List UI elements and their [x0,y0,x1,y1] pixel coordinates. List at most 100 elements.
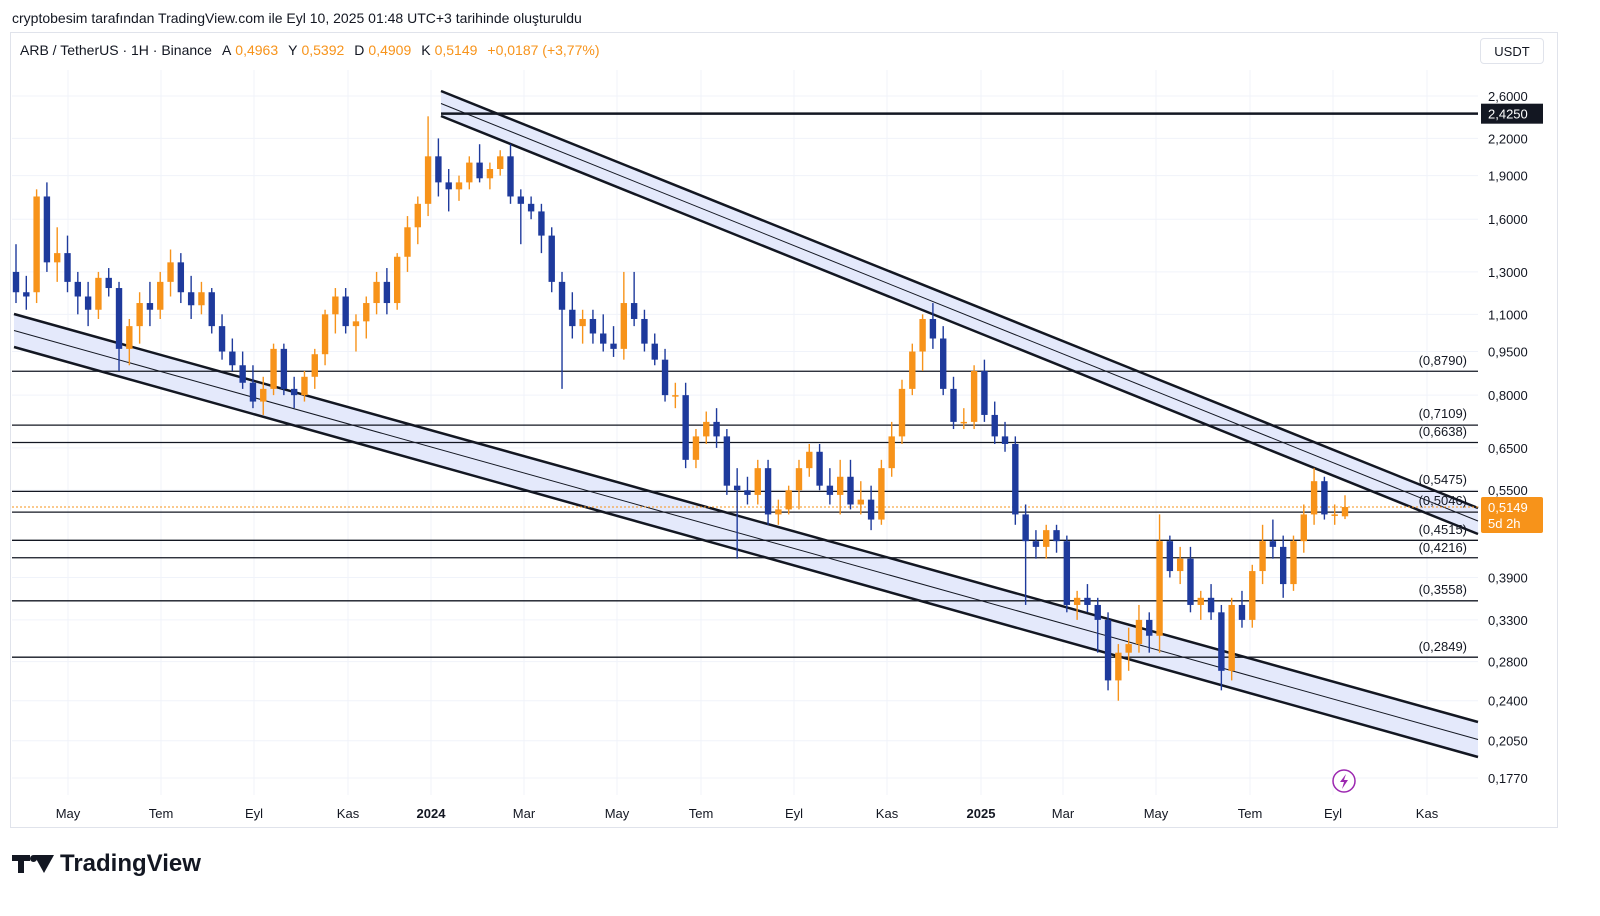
candle-body [352,321,360,327]
candle-body [713,421,720,437]
candle-body [950,388,957,422]
level-label: (0,4515) [1419,522,1467,537]
price-tick-label: 0,1770 [1488,771,1528,786]
candle-body [373,281,380,304]
support-channel-mid [13,330,1479,740]
symbol-name[interactable]: ARB / TetherUS · 1H · Binance [20,42,212,58]
candle-body [1269,541,1277,547]
candle-body [641,318,648,344]
candle-body [1290,541,1297,585]
time-tick-label: Kas [337,806,360,821]
candle-body [290,388,298,396]
candle-body [527,203,535,212]
candle-body [424,156,432,204]
candle-body [733,485,741,491]
candle-body [393,256,401,304]
close-value: 0,5149 [434,42,478,58]
candle-body [517,196,525,204]
candle-body [136,303,143,327]
support-channel-lower [13,345,1479,759]
tradingview-logo[interactable]: TradingView [12,850,201,878]
price-tick-label: 0,9500 [1488,345,1528,360]
time-tick-label: May [1144,806,1169,821]
attribution-text: cryptobesim tarafından TradingView.com i… [12,10,582,26]
candle-body [1073,597,1081,605]
candle-body [363,303,370,322]
level-label: (0,8790) [1419,353,1467,368]
candle-body [1300,514,1307,542]
candle-body [1341,506,1349,517]
candle-body [476,162,483,179]
candle-body [1053,530,1060,542]
candle-body [404,227,411,257]
candle-body [1176,558,1184,572]
candle-body [538,211,545,236]
candle-body [54,253,61,263]
candle-body [888,436,895,469]
candle-body [1063,541,1071,605]
candle-body [1043,530,1050,547]
candle-body [95,277,102,310]
candle-body [187,292,195,306]
candle-body [12,271,20,293]
candle-body [1259,541,1266,572]
candle-body [558,281,566,310]
candle-body [620,303,628,349]
time-axis: May Tem Eyl Kas 2024 Mar May Tem Eyl Kas 2025 Mar Ma… [56,806,1439,821]
time-tick-label: Mar [1052,806,1075,821]
candle-body [84,296,92,310]
candle-body [1218,612,1225,671]
candle-body [630,303,638,319]
candle-body [229,351,236,366]
candle-body [1146,619,1153,636]
candle-body [1135,619,1143,645]
candle-body [435,156,442,183]
candle-body [919,318,926,352]
candle-body [775,509,782,515]
open-label: A [221,42,232,58]
candle-body [970,370,978,422]
candle-body [270,348,277,389]
candle-body [651,343,658,360]
candle-body [764,468,772,515]
time-tick-label: May [56,806,81,821]
candle-body [909,351,916,389]
candle-body [64,253,71,282]
candle-body [878,468,885,520]
candle-body [414,203,421,228]
resistance-channel-mid [440,103,1479,522]
candle-body [1115,652,1122,681]
candle-body [332,296,339,315]
low-value: 0,4909 [368,42,412,58]
candlestick-series [12,116,1349,701]
high-value: 0,5392 [301,42,345,58]
candle-body [723,436,731,486]
candle-body [610,343,617,349]
candle-body [115,288,123,349]
price-tick-label: 2,6000 [1488,89,1528,104]
price-tick-label: 1,1000 [1488,307,1528,322]
price-tick-label: 1,6000 [1488,212,1528,227]
candle-body [1207,597,1215,613]
candle-body [1249,571,1256,620]
chart-frame[interactable] [10,32,1558,828]
candle-body [383,281,391,304]
candle-body [1012,443,1019,515]
time-tick-label: Mar [513,806,536,821]
candle-body [1156,541,1163,636]
close-label: K [421,42,431,58]
candle-body [981,370,988,415]
candle-body [692,436,700,460]
candle-body [816,451,823,486]
candle-body [682,395,689,460]
candle-body [548,235,555,282]
time-tick-label: Kas [876,806,899,821]
candle-body [960,421,968,424]
candle-body [105,277,112,289]
currency-button[interactable]: USDT [1480,38,1544,64]
candle-body [198,292,205,306]
candle-body [455,182,463,190]
candle-body [497,156,504,170]
